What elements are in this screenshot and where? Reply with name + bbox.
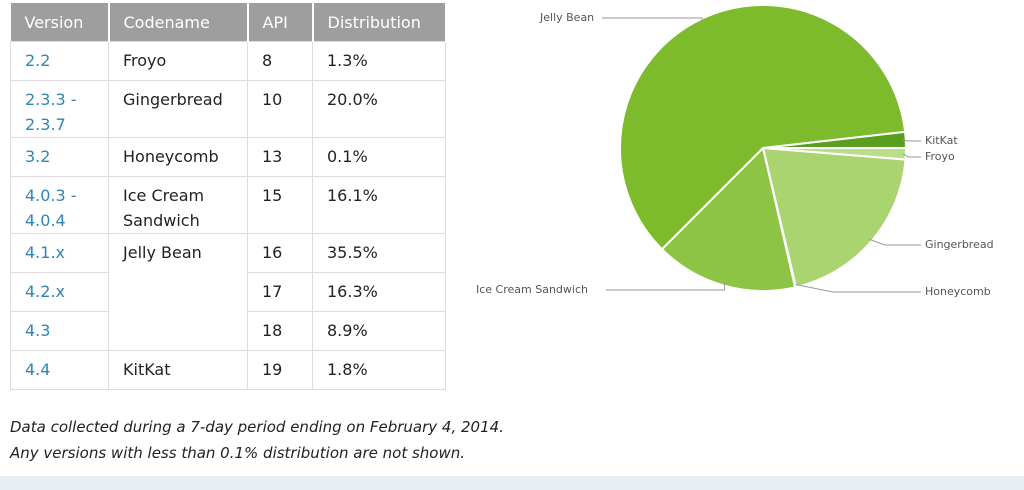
table-row: 4.4 KitKat 19 1.8% <box>10 350 446 390</box>
column-header: Version <box>10 3 110 42</box>
api-cell: 18 <box>247 311 313 351</box>
version-cell: 4.3 <box>10 311 109 351</box>
version-cell: 2.3.3 - 2.3.7 <box>10 80 109 138</box>
leader-line <box>602 17 703 22</box>
api-cell: 19 <box>247 350 313 390</box>
bottom-band <box>0 476 1024 490</box>
slice-label: Froyo <box>925 150 955 163</box>
distribution-cell: 20.0% <box>312 80 446 138</box>
slice-label: Ice Cream Sandwich <box>476 283 588 296</box>
column-header: Distribution <box>312 3 447 42</box>
pie-slice <box>619 4 907 251</box>
table-row: 4.0.3 - 4.0.4 Ice Cream Sandwich 15 16.1% <box>10 176 446 234</box>
column-header: Codename <box>108 3 249 42</box>
version-cell: 4.2.x <box>10 272 109 312</box>
pie-chart: KitKat Froyo Gingerbread Honeycomb Ice Cream… <box>476 4 994 298</box>
codename-cell: KitKat <box>108 350 248 390</box>
distribution-cell: 1.8% <box>312 350 446 390</box>
pie-slice <box>761 146 907 289</box>
footnote-line: Any versions with less than 0.1% distrib… <box>10 444 466 462</box>
version-cell: 2.2 <box>10 41 109 81</box>
distribution-cell: 16.1% <box>312 176 446 234</box>
leader-line <box>902 153 921 158</box>
api-cell: 16 <box>247 233 313 273</box>
version-cell: 4.4 <box>10 350 109 390</box>
version-table: Version Codename API Distribution 2.2 Froyo 8 1… <box>10 3 447 390</box>
slice-label: Honeycomb <box>925 285 991 298</box>
table-row: 4.2.x 17 16.3% <box>10 272 446 312</box>
slice-label: Gingerbread <box>925 238 994 251</box>
codename-cell: Honeycomb <box>108 137 248 177</box>
slice-label: KitKat <box>925 134 958 147</box>
api-cell: 13 <box>247 137 313 177</box>
table-row: 2.3.3 - 2.3.7 Gingerbread 10 20.0% <box>10 80 446 138</box>
table-row: 3.2 Honeycomb 13 0.1% <box>10 137 446 177</box>
version-cell: 3.2 <box>10 137 109 177</box>
column-header: API <box>247 3 314 42</box>
leader-line <box>794 283 921 293</box>
distribution-cell: 35.5% <box>312 233 446 273</box>
api-cell: 15 <box>247 176 313 234</box>
api-cell: 10 <box>247 80 313 138</box>
footnote: Data collected during a 7-day period end… <box>10 414 504 466</box>
codename-cell: Gingerbread <box>108 80 248 138</box>
distribution-cell: 0.1% <box>312 137 446 177</box>
slice-label: Jelly Bean <box>539 11 594 24</box>
footnote-line: Data collected during a 7-day period end… <box>10 418 504 436</box>
pie-slice <box>660 146 797 292</box>
codename-cell: Ice Cream Sandwich <box>108 176 248 234</box>
table-row: 4.1.x Jelly Bean 16 35.5% <box>10 233 446 351</box>
leader-line <box>606 282 725 291</box>
leader-line <box>902 139 921 142</box>
leader-line <box>869 238 921 246</box>
version-cell: 4.0.3 - 4.0.4 <box>10 176 109 234</box>
